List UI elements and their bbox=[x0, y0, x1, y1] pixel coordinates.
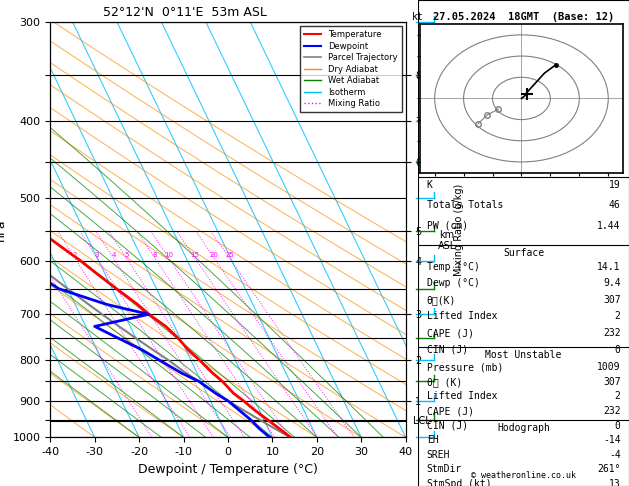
Text: Hodograph: Hodograph bbox=[497, 423, 550, 433]
Text: CAPE (J): CAPE (J) bbox=[426, 406, 474, 416]
Text: SREH: SREH bbox=[426, 450, 450, 460]
Title: 52°12'N  0°11'E  53m ASL: 52°12'N 0°11'E 53m ASL bbox=[103, 6, 267, 19]
Text: Pressure (mb): Pressure (mb) bbox=[426, 363, 503, 372]
Text: 15: 15 bbox=[191, 252, 199, 258]
Text: CIN (J): CIN (J) bbox=[426, 421, 468, 431]
Text: 261°: 261° bbox=[597, 465, 621, 474]
X-axis label: Dewpoint / Temperature (°C): Dewpoint / Temperature (°C) bbox=[138, 463, 318, 476]
Text: 3: 3 bbox=[95, 252, 99, 258]
Text: 10: 10 bbox=[164, 252, 174, 258]
Text: Totals Totals: Totals Totals bbox=[426, 200, 503, 210]
Text: LCL: LCL bbox=[413, 416, 431, 426]
Text: 4: 4 bbox=[111, 252, 116, 258]
Text: PW (cm): PW (cm) bbox=[426, 221, 468, 231]
Legend: Temperature, Dewpoint, Parcel Trajectory, Dry Adiabat, Wet Adiabat, Isotherm, Mi: Temperature, Dewpoint, Parcel Trajectory… bbox=[300, 26, 401, 112]
Text: 1.44: 1.44 bbox=[597, 221, 621, 231]
Text: 232: 232 bbox=[603, 328, 621, 338]
Text: 5: 5 bbox=[125, 252, 129, 258]
Text: 25: 25 bbox=[225, 252, 234, 258]
Text: 307: 307 bbox=[603, 295, 621, 305]
Y-axis label: km
ASL: km ASL bbox=[438, 230, 456, 251]
Text: 2: 2 bbox=[615, 312, 621, 321]
Text: 8: 8 bbox=[153, 252, 157, 258]
Text: 13: 13 bbox=[609, 479, 621, 486]
Text: 2: 2 bbox=[615, 392, 621, 401]
Text: Temp (°C): Temp (°C) bbox=[426, 262, 479, 272]
Text: Dewp (°C): Dewp (°C) bbox=[426, 278, 479, 288]
Text: CIN (J): CIN (J) bbox=[426, 345, 468, 354]
Text: 27.05.2024  18GMT  (Base: 12): 27.05.2024 18GMT (Base: 12) bbox=[433, 12, 615, 22]
Text: 0: 0 bbox=[615, 345, 621, 354]
Text: 1009: 1009 bbox=[597, 363, 621, 372]
Text: StmSpd (kt): StmSpd (kt) bbox=[426, 479, 491, 486]
Text: 46: 46 bbox=[609, 200, 621, 210]
Text: θᴄ (K): θᴄ (K) bbox=[426, 377, 462, 387]
Text: Lifted Index: Lifted Index bbox=[426, 312, 497, 321]
Text: 19: 19 bbox=[609, 180, 621, 190]
Text: -14: -14 bbox=[603, 435, 621, 445]
Text: K: K bbox=[426, 180, 433, 190]
Text: kt: kt bbox=[412, 12, 424, 22]
Text: 9.4: 9.4 bbox=[603, 278, 621, 288]
Text: EH: EH bbox=[426, 435, 438, 445]
Text: Mixing Ratio (g/kg): Mixing Ratio (g/kg) bbox=[454, 184, 464, 276]
Text: -4: -4 bbox=[609, 450, 621, 460]
Text: Lifted Index: Lifted Index bbox=[426, 392, 497, 401]
Text: Most Unstable: Most Unstable bbox=[486, 350, 562, 360]
Text: © weatheronline.co.uk: © weatheronline.co.uk bbox=[471, 471, 576, 480]
Text: CAPE (J): CAPE (J) bbox=[426, 328, 474, 338]
Text: 307: 307 bbox=[603, 377, 621, 387]
Text: 232: 232 bbox=[603, 406, 621, 416]
Text: StmDir: StmDir bbox=[426, 465, 462, 474]
Text: Surface: Surface bbox=[503, 248, 544, 258]
Y-axis label: hPa: hPa bbox=[0, 218, 7, 241]
Text: 20: 20 bbox=[210, 252, 219, 258]
Text: 2: 2 bbox=[73, 252, 77, 258]
Text: 0: 0 bbox=[615, 421, 621, 431]
Text: 14.1: 14.1 bbox=[597, 262, 621, 272]
Text: θᴄ(K): θᴄ(K) bbox=[426, 295, 456, 305]
